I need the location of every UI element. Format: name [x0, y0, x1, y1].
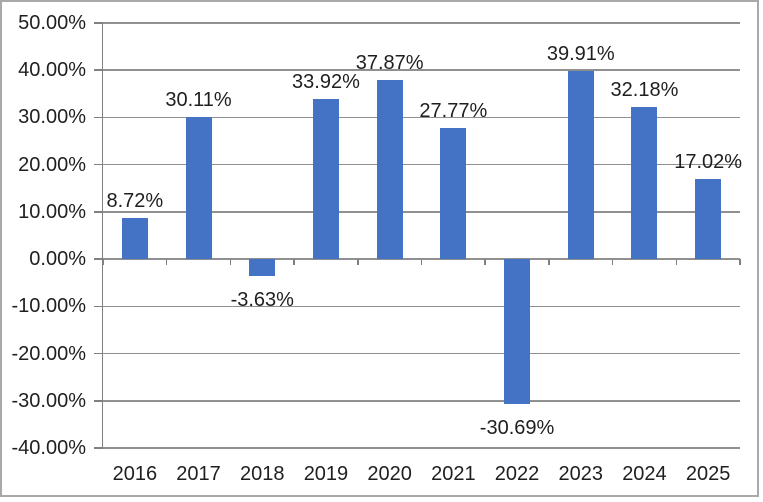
x-tick-label: 2024: [622, 463, 667, 485]
y-gridline: [103, 211, 740, 213]
x-tick-label: 2018: [240, 463, 285, 485]
x-axis-tick: [165, 259, 168, 266]
y-gridline: [103, 163, 740, 166]
y-axis-tick: [94, 305, 103, 308]
bar-value-label: -30.69%: [479, 417, 555, 440]
y-gridline: [103, 69, 740, 71]
x-axis-tick: [611, 259, 614, 266]
bar-value-label: 27.77%: [419, 99, 488, 122]
bar-value-label: -3.63%: [230, 289, 294, 312]
bar-2025[interactable]: [695, 178, 722, 260]
x-tick-label: 2016: [112, 463, 158, 485]
bar-value-label: 33.92%: [292, 70, 360, 93]
y-axis-line: [101, 23, 103, 448]
y-gridline: [103, 400, 740, 402]
x-axis-tick: [675, 259, 678, 266]
bar-2016[interactable]: [121, 217, 148, 260]
x-tick-label: 2017: [176, 463, 221, 485]
x-axis-tick: [548, 259, 550, 266]
y-gridline: [103, 447, 740, 449]
x-axis-tick: [293, 259, 295, 266]
bar-2022[interactable]: [504, 259, 531, 405]
y-tick-label: 40.00%: [18, 59, 86, 82]
x-tick-label: 2025: [685, 463, 731, 485]
x-axis-tick: [102, 259, 104, 266]
bar-value-label: 39.91%: [546, 42, 615, 65]
x-tick-label: 2021: [431, 463, 476, 485]
y-tick-label: 10.00%: [18, 200, 86, 223]
y-tick-label: -30.00%: [11, 389, 87, 412]
bar-2023[interactable]: [567, 70, 594, 260]
bar-2020[interactable]: [376, 80, 403, 260]
x-tick-label: 2020: [367, 463, 412, 485]
y-tick-label: 20.00%: [18, 153, 86, 176]
y-axis-tick: [94, 211, 103, 213]
x-tick-label: 2019: [303, 463, 349, 485]
y-axis-tick: [94, 163, 103, 166]
y-axis-tick: [94, 400, 103, 402]
x-tick-label: 2023: [558, 463, 604, 485]
y-tick-label: 30.00%: [18, 106, 86, 129]
bar-value-label: 32.18%: [610, 79, 679, 102]
bar-value-label: 37.87%: [355, 52, 424, 75]
bar-2019[interactable]: [312, 98, 339, 260]
y-axis-tick: [94, 352, 103, 355]
bar-value-label: 30.11%: [165, 88, 232, 111]
bar-2021[interactable]: [440, 127, 467, 260]
x-axis-tick: [357, 259, 359, 266]
y-tick-label: -20.00%: [11, 342, 87, 365]
y-tick-label: -40.00%: [11, 437, 87, 459]
y-tick-label: 0.00%: [29, 248, 86, 271]
x-axis-tick: [484, 259, 486, 266]
y-axis-tick: [94, 69, 103, 71]
bar-value-label: 17.02%: [674, 150, 743, 173]
y-tick-label: 50.00%: [18, 12, 86, 34]
y-axis-tick: [94, 447, 103, 449]
x-axis-tick: [739, 259, 741, 266]
bar-2018[interactable]: [249, 259, 276, 277]
y-gridline: [103, 116, 740, 119]
y-gridline: [103, 305, 740, 308]
x-axis-tick: [420, 259, 423, 266]
y-gridline: [103, 352, 740, 355]
y-axis-tick: [94, 116, 103, 119]
bar-value-label: 8.72%: [106, 189, 164, 212]
y-tick-label: -10.00%: [11, 295, 87, 318]
bar-2017[interactable]: [185, 116, 212, 260]
x-axis-tick: [229, 259, 232, 266]
x-tick-label: 2022: [494, 463, 540, 485]
y-axis-tick: [94, 22, 103, 24]
y-axis-tick: [94, 258, 103, 260]
bar-2024[interactable]: [631, 107, 658, 260]
y-gridline: [103, 22, 740, 24]
